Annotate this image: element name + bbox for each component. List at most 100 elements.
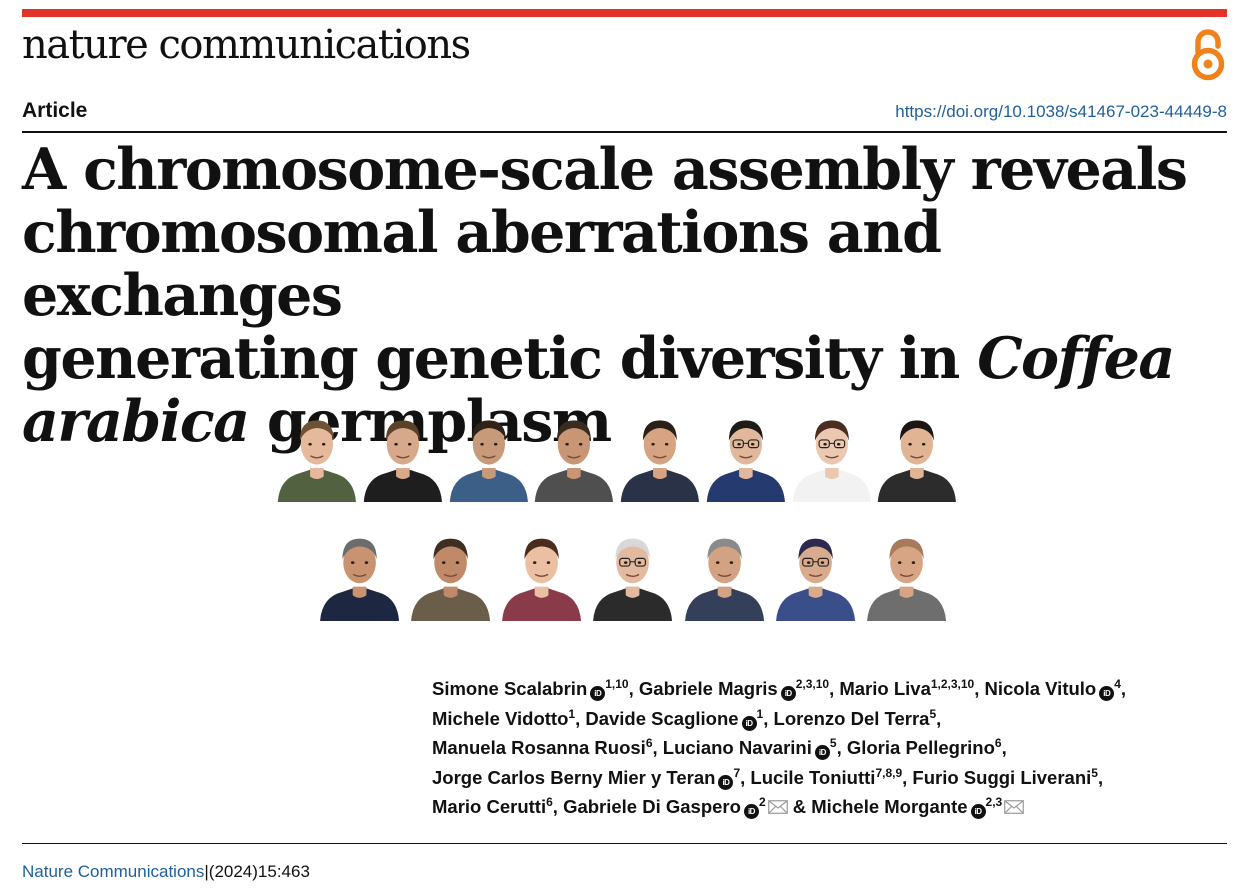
citation-footer: Nature Communications|(2024)15:463 (22, 862, 310, 882)
author-name-text: Simone Scalabrin (432, 678, 588, 699)
orcid-icon[interactable]: iD (590, 686, 606, 701)
author-name-text: Manuela Rosanna Ruosi (432, 737, 646, 758)
affiliation-superscript: 6 (994, 736, 1002, 750)
author-separator: , (575, 707, 586, 729)
author-portrait (617, 400, 703, 502)
footer-separator: | (204, 862, 209, 881)
author-name[interactable]: Furio Suggi Liverani5 (912, 767, 1098, 788)
person-silhouette-icon (449, 420, 528, 502)
affiliation-superscript: 1 (756, 706, 764, 721)
author-name[interactable]: Nicola Vitulo iD4 (985, 677, 1121, 701)
journal-footer-link[interactable]: Nature Communications (22, 862, 205, 881)
author-separator: , (836, 737, 847, 758)
author-name[interactable]: Gabriele Magris iD2,3,10 (639, 677, 830, 701)
person-silhouette-icon (363, 420, 442, 502)
author-separator: & (787, 796, 812, 817)
person-silhouette-icon (535, 420, 614, 502)
author-name[interactable]: Davide Scaglione iD1 (585, 706, 764, 731)
affiliation-superscript: 1 (568, 706, 576, 721)
author-name[interactable]: Michele Vidotto1 (432, 708, 575, 729)
affiliation-superscript: 5 (929, 706, 937, 721)
author-portrait (703, 400, 789, 502)
author-name-text: Lorenzo Del Terra (773, 707, 930, 729)
author-portrait (314, 518, 405, 621)
orcid-icon[interactable]: iD (741, 715, 757, 731)
author-photos-row-2 (314, 518, 952, 621)
affiliation-superscript: 5 (1091, 765, 1098, 780)
author-name[interactable]: Gabriele Di Gaspero iD2 (563, 795, 788, 819)
affiliation-superscript: 6 (546, 795, 553, 809)
author-portrait (531, 400, 617, 502)
doi-link[interactable]: https://doi.org/10.1038/s41467-023-44449… (895, 102, 1227, 121)
author-separator: , (652, 737, 663, 758)
author-separator: , (763, 707, 774, 729)
footer-divider (22, 843, 1227, 844)
author-name-text: Gloria Pellegrino (846, 737, 995, 758)
author-separator: , (1001, 737, 1007, 758)
affiliation-superscript: 2,3 (985, 795, 1003, 809)
citation-text: (2024)15:463 (208, 862, 310, 881)
author-name-text: Lucile Toniutti (750, 766, 876, 788)
email-icon[interactable] (767, 800, 788, 814)
author-name-text: Mario Liva (839, 678, 931, 699)
author-separator: , (829, 678, 840, 699)
author-name[interactable]: Mario Liva1,2,3,10 (839, 678, 974, 699)
author-name[interactable]: Jorge Carlos Berny Mier y Teran iD7 (432, 766, 740, 790)
author-name-text: Mario Cerutti (432, 796, 547, 817)
author-name[interactable]: Michele Morgante iD2,3 (811, 795, 1025, 819)
author-separator: , (1120, 678, 1127, 699)
person-silhouette-icon (411, 538, 491, 621)
author-name-text: Jorge Carlos Berny Mier y Teran (432, 766, 716, 788)
person-silhouette-icon (593, 538, 673, 621)
author-name[interactable]: Lucile Toniutti7,8,9 (750, 767, 902, 788)
author-name[interactable]: Simone Scalabrin iD1,10 (432, 677, 629, 701)
title-line-2: chromosomal aberrations and exchanges (22, 199, 942, 329)
author-portrait (789, 400, 875, 502)
person-silhouette-icon (684, 538, 764, 621)
author-separator: , (974, 678, 985, 699)
title-species-epithet: arabica (22, 388, 250, 455)
header-divider (22, 131, 1227, 133)
author-separator: , (740, 766, 751, 788)
affiliation-superscript: 1,10 (605, 677, 629, 691)
author-separator: , (936, 707, 942, 729)
email-icon[interactable] (1004, 800, 1025, 814)
orcid-icon[interactable]: iD (743, 804, 759, 819)
orcid-icon[interactable]: iD (780, 686, 796, 701)
author-portrait (770, 518, 861, 621)
author-portrait (405, 518, 496, 621)
author-name[interactable]: Luciano Navarini iD5 (663, 737, 837, 760)
author-photos-row-1 (274, 400, 960, 502)
author-portrait (274, 400, 360, 502)
author-name[interactable]: Lorenzo Del Terra5 (774, 708, 937, 729)
author-portrait (679, 518, 770, 621)
orcid-icon[interactable]: iD (970, 804, 986, 819)
affiliation-superscript: 2,3,10 (795, 677, 830, 691)
author-name[interactable]: Mario Cerutti6 (432, 796, 553, 817)
orcid-icon[interactable]: iD (718, 774, 734, 790)
author-separator: , (552, 796, 564, 817)
affiliation-superscript: 7,8,9 (875, 765, 903, 780)
person-silhouette-icon (866, 538, 946, 621)
author-portrait (446, 400, 532, 502)
person-silhouette-icon (792, 420, 871, 502)
open-access-icon[interactable] (1188, 26, 1228, 82)
person-silhouette-icon (502, 538, 582, 621)
person-silhouette-icon (706, 420, 785, 502)
journal-logo: nature communications (22, 22, 471, 68)
author-separator: , (1097, 766, 1104, 788)
person-silhouette-icon (277, 420, 356, 502)
author-list: Simone Scalabrin iD1,10, Gabriele Magris i… (432, 674, 1232, 822)
person-silhouette-icon (775, 538, 855, 621)
author-portrait (496, 518, 587, 621)
author-name[interactable]: Gloria Pellegrino6 (847, 737, 1002, 758)
orcid-icon[interactable]: iD (1099, 686, 1115, 701)
author-name-text: Furio Suggi Liverani (912, 766, 1092, 788)
affiliation-superscript: 4 (1114, 677, 1121, 691)
author-name-text: Michele Morgante (811, 796, 968, 817)
author-name[interactable]: Manuela Rosanna Ruosi6 (432, 737, 653, 758)
author-portrait (360, 400, 446, 502)
orcid-icon[interactable]: iD (814, 745, 830, 760)
author-name-text: Davide Scaglione (585, 707, 739, 729)
affiliation-superscript: 2 (758, 795, 766, 809)
